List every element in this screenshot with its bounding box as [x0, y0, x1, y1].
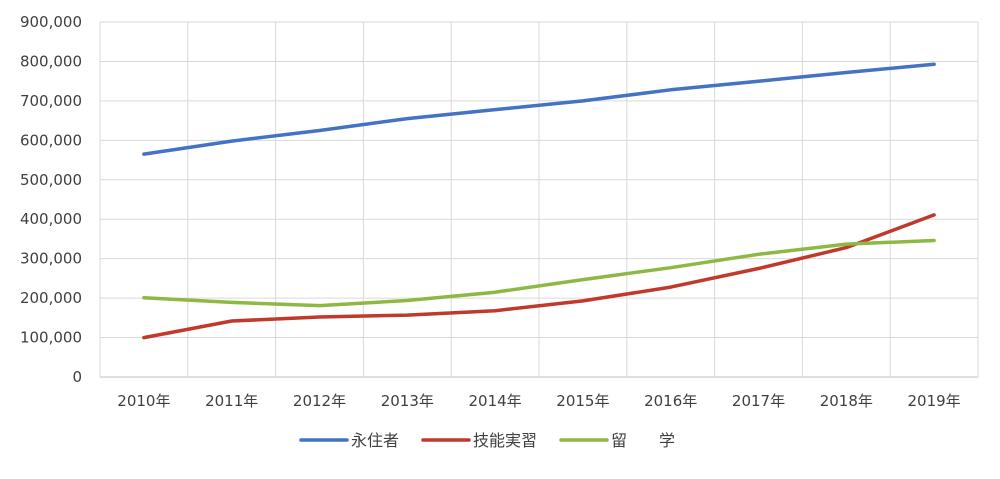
x-tick-label: 2012年	[293, 392, 346, 410]
y-tick-label: 900,000	[20, 13, 82, 31]
x-tick-label: 2014年	[469, 392, 522, 410]
y-tick-label: 800,000	[20, 52, 82, 70]
legend-label-2: 留 学	[611, 431, 675, 450]
y-tick-label: 600,000	[20, 131, 82, 149]
series-lines	[142, 62, 936, 340]
legend-label-0: 永住者	[351, 431, 399, 450]
y-tick-label: 0	[72, 368, 82, 386]
y-tick-label: 100,000	[20, 329, 82, 347]
series-line-0	[142, 62, 936, 156]
y-tick-label: 500,000	[20, 171, 82, 189]
x-tick-label: 2018年	[820, 392, 873, 410]
x-tick-label: 2010年	[117, 392, 170, 410]
y-tick-label: 700,000	[20, 92, 82, 110]
y-tick-label: 300,000	[20, 250, 82, 268]
gridlines	[99, 21, 979, 378]
x-tick-label: 2016年	[644, 392, 697, 410]
x-tick-label: 2019年	[908, 392, 961, 410]
series-line-2	[142, 238, 936, 308]
y-tick-label: 400,000	[20, 210, 82, 228]
series-line-1	[142, 213, 936, 340]
x-tick-label: 2011年	[205, 392, 258, 410]
legend-label-1: 技能実習	[473, 431, 537, 450]
x-tick-label: 2015年	[556, 392, 609, 410]
axes: 0 100,000 200,000 300,000 400,000 500,000 600,…	[20, 13, 961, 410]
legend: 永住者 技能実習 留 学	[299, 431, 675, 450]
y-tick-label: 200,000	[20, 289, 82, 307]
x-tick-label: 2017年	[732, 392, 785, 410]
x-tick-label: 2013年	[381, 392, 434, 410]
